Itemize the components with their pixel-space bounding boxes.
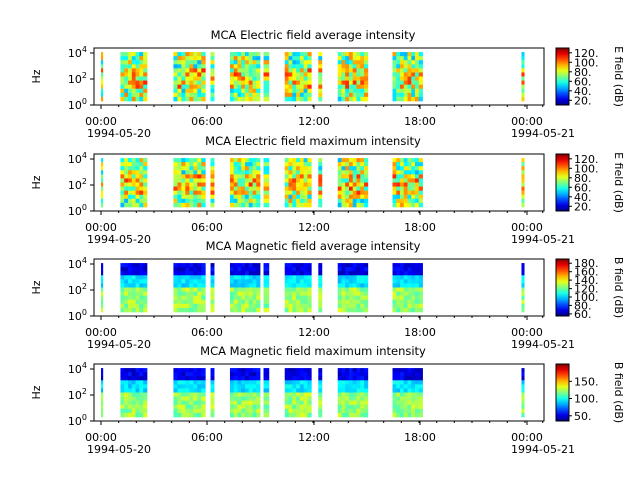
- panel-title: MCA Magnetic field average intensity: [206, 239, 421, 253]
- colorbar-tick-label: 80.: [574, 66, 592, 79]
- y-tick-label: 102: [68, 71, 87, 86]
- y-tick-label: 100: [68, 203, 87, 218]
- x-tick-label: 00:00: [511, 115, 543, 128]
- colorbar-tick-label: 100.: [574, 393, 599, 406]
- x-tick-label: 00:00: [511, 221, 543, 234]
- panel-2: MCA Electric field maximum intensity Hz 10…: [30, 134, 625, 246]
- colorbar-tick-label: 50.: [574, 410, 592, 423]
- colorbar-tick-label: 60.: [574, 308, 592, 321]
- x-tick-label: 18:00: [404, 431, 436, 444]
- colorbar-tick-label: 120.: [574, 283, 599, 296]
- y-tick-label: 102: [68, 282, 87, 297]
- colorbar-tick-label: 40.: [574, 191, 592, 204]
- colorbar-tick-label: 140.: [574, 274, 599, 287]
- colorbar-tick-label: 180.: [574, 257, 599, 270]
- y-tick-label: 102: [68, 387, 87, 402]
- spectrogram-cells: [101, 52, 525, 102]
- colorbar-tick-label: 100.: [574, 291, 599, 304]
- spectrogram-cells: [101, 158, 525, 208]
- colorbar: [555, 47, 570, 106]
- plot-frame: [93, 258, 545, 317]
- x-date-label: 1994-05-20: [87, 443, 151, 456]
- colorbar-tick-label: 60.: [574, 75, 592, 88]
- panel-4: MCA Magnetic field maximum intensity Hz 10…: [30, 344, 625, 456]
- x-tick-label: 06:00: [191, 115, 223, 128]
- colorbar: [555, 363, 570, 422]
- x-tick-label: 00:00: [85, 221, 117, 234]
- y-tick-label: 100: [68, 97, 87, 112]
- x-tick-label: 06:00: [191, 431, 223, 444]
- colorbar-tick-label: 40.: [574, 85, 592, 98]
- colorbar: [555, 258, 570, 317]
- x-tick-label: 00:00: [85, 326, 117, 339]
- y-tick-label: 102: [68, 177, 87, 192]
- spectrogram-cells: [101, 368, 525, 418]
- y-axis-label: Hz: [30, 69, 43, 83]
- colorbar-tick-label: 80.: [574, 172, 592, 185]
- colorbar-label: E field (dB): [612, 46, 625, 107]
- y-tick-label: 104: [68, 361, 87, 376]
- x-date-label: 1994-05-20: [87, 127, 151, 140]
- colorbar-tick-label: 20.: [574, 94, 592, 107]
- plot-frame: [93, 153, 545, 212]
- y-tick-label: 104: [68, 256, 87, 271]
- x-date-label: 1994-05-21: [511, 338, 575, 351]
- x-tick-label: 18:00: [404, 115, 436, 128]
- x-date-label: 1994-05-21: [511, 233, 575, 246]
- panel-3: MCA Magnetic field average intensity Hz 10…: [30, 239, 625, 351]
- y-tick-label: 100: [68, 413, 87, 428]
- x-tick-label: 06:00: [191, 326, 223, 339]
- y-axis-label: Hz: [30, 175, 43, 189]
- spectrogram-cells: [101, 263, 525, 313]
- colorbar-tick-label: 60.: [574, 181, 592, 194]
- x-tick-label: 00:00: [511, 431, 543, 444]
- x-tick-label: 12:00: [298, 326, 330, 339]
- colorbar-tick-label: 100.: [574, 162, 599, 175]
- colorbar-label: B field (dB): [612, 362, 625, 423]
- x-date-label: 1994-05-20: [87, 233, 151, 246]
- panel-title: MCA Electric field maximum intensity: [205, 134, 421, 148]
- y-tick-label: 104: [68, 45, 87, 60]
- y-tick-label: 100: [68, 308, 87, 323]
- colorbar-tick-label: 20.: [574, 200, 592, 213]
- x-tick-label: 18:00: [404, 326, 436, 339]
- colorbar-tick-label: 80.: [574, 299, 592, 312]
- x-tick-label: 00:00: [85, 431, 117, 444]
- x-date-label: 1994-05-21: [511, 443, 575, 456]
- x-tick-label: 06:00: [191, 221, 223, 234]
- colorbar-label: E field (dB): [612, 152, 625, 213]
- x-tick-label: 12:00: [298, 115, 330, 128]
- y-axis-label: Hz: [30, 385, 43, 399]
- x-date-label: 1994-05-20: [87, 338, 151, 351]
- y-axis-label: Hz: [30, 280, 43, 294]
- colorbar-tick-label: 160.: [574, 266, 599, 279]
- x-tick-label: 12:00: [298, 431, 330, 444]
- colorbar-tick-label: 120.: [574, 153, 599, 166]
- colorbar-tick-label: 120.: [574, 47, 599, 60]
- x-date-label: 1994-05-21: [511, 127, 575, 140]
- plot-frame: [93, 363, 545, 422]
- panel-1: MCA Electric field average intensity Hz 10…: [30, 28, 625, 140]
- colorbar: [555, 153, 570, 212]
- x-tick-label: 12:00: [298, 221, 330, 234]
- x-tick-label: 18:00: [404, 221, 436, 234]
- colorbar-tick-label: 150.: [574, 375, 599, 388]
- panel-title: MCA Electric field average intensity: [211, 28, 416, 42]
- panel-title: MCA Magnetic field maximum intensity: [200, 344, 426, 358]
- colorbar-tick-label: 100.: [574, 56, 599, 69]
- y-tick-label: 104: [68, 151, 87, 166]
- x-tick-label: 00:00: [511, 326, 543, 339]
- colorbar-label: B field (dB): [612, 257, 625, 318]
- x-tick-label: 00:00: [85, 115, 117, 128]
- plot-frame: [93, 47, 545, 106]
